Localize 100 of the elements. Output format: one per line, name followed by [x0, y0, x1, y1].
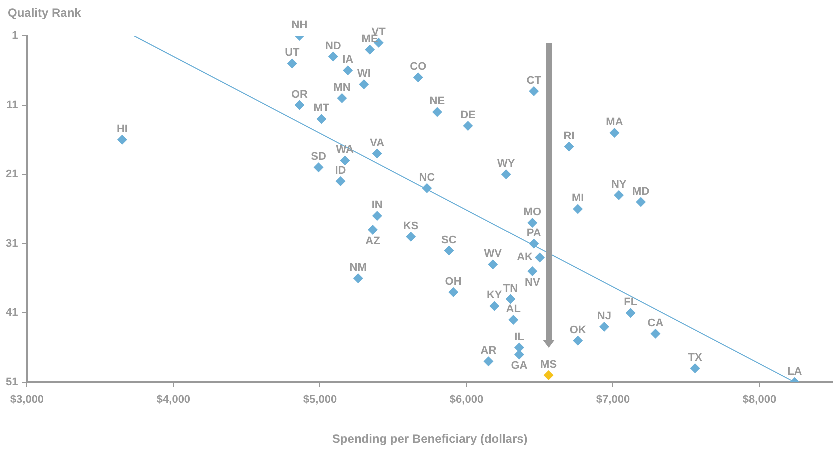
point: [506, 294, 516, 304]
point: [529, 238, 540, 249]
point: [514, 350, 524, 360]
annotation: CO: [410, 61, 428, 74]
annotation: NJ: [597, 310, 612, 323]
y-tick-label: 41: [6, 307, 18, 320]
annotation: GA: [511, 360, 528, 372]
annotation: ND: [325, 40, 342, 52]
point: [488, 260, 498, 270]
point: [528, 218, 538, 228]
point: [316, 114, 327, 124]
point: [448, 287, 459, 298]
point: [573, 336, 584, 346]
point: [353, 273, 364, 284]
point: [336, 176, 346, 186]
annotation: OR: [291, 88, 308, 101]
annotation: MN: [334, 82, 351, 94]
annotation: KS: [403, 220, 419, 232]
point: [422, 183, 432, 194]
annotation: MD: [632, 186, 650, 198]
x-tick-label: $5,000: [303, 394, 338, 406]
x-tick-label: $4,000: [156, 394, 191, 406]
annotation: HI: [116, 123, 128, 136]
annotation: NM: [350, 262, 367, 274]
annotation: LA: [788, 366, 802, 378]
point: [372, 148, 382, 159]
annotation: WY: [497, 158, 516, 170]
point: [534, 252, 545, 263]
y-axis-title: Quality Rank: [8, 6, 82, 20]
x-axis-title: Spending per Beneficiary (dollars): [332, 432, 528, 446]
annotation: OH: [445, 276, 462, 288]
point: [544, 370, 554, 380]
point: [564, 142, 574, 152]
annotation: AL: [506, 304, 522, 316]
annotation: WI: [357, 68, 371, 80]
annotation: PA: [526, 227, 542, 240]
annotation: NH: [292, 20, 308, 32]
annotation: AZ: [366, 236, 381, 248]
point: [463, 121, 474, 132]
point: [484, 356, 494, 367]
annotation: MS: [540, 359, 558, 372]
x-tick-label: $8,000: [742, 394, 777, 406]
y-tick-label: 51: [6, 376, 18, 388]
annotation: SC: [442, 234, 457, 246]
annotation: OK: [570, 324, 586, 336]
point: [599, 322, 610, 332]
annotation: TX: [688, 352, 703, 364]
point: [690, 364, 700, 374]
annotation: SD: [311, 151, 326, 164]
point: [406, 232, 416, 242]
point: [337, 93, 348, 104]
annotation: WA: [336, 144, 354, 156]
annotation: MT: [314, 102, 330, 115]
point: [294, 100, 305, 110]
point: [314, 162, 324, 173]
point: [501, 170, 512, 180]
annotation: DE: [460, 110, 476, 122]
point: [490, 301, 500, 312]
annotation: CA: [648, 317, 664, 330]
point: [528, 266, 538, 277]
point: [650, 328, 661, 339]
annotation: IA: [342, 54, 354, 66]
point: [365, 44, 376, 55]
point: [432, 107, 442, 118]
annotation: MO: [524, 206, 542, 219]
x-tick-label: $7,000: [596, 394, 630, 406]
point: [508, 315, 519, 326]
annotation: IN: [372, 200, 383, 212]
y-tick-label: 1: [12, 30, 18, 42]
point: [614, 190, 624, 200]
annotation: UT: [285, 47, 300, 60]
annotation: IL: [514, 331, 525, 344]
point: [287, 58, 298, 69]
annotation: TN: [503, 282, 518, 295]
annotation: NE: [430, 96, 446, 108]
annotation: AR: [480, 345, 497, 358]
y-tick-label: 11: [6, 99, 18, 112]
annotation: MA: [606, 116, 624, 129]
annotation: RI: [564, 130, 575, 142]
point: [444, 246, 454, 256]
point: [610, 128, 620, 138]
point: [529, 86, 540, 96]
annotation: WV: [484, 248, 503, 260]
x-tick-label: $6,000: [450, 394, 484, 406]
y-tick-label: 31: [6, 238, 18, 250]
point: [328, 52, 338, 62]
x-tick-label: $3,000: [10, 394, 44, 406]
annotation: FL: [624, 296, 638, 309]
point: [413, 72, 424, 83]
point: [573, 204, 584, 214]
annotation: KY: [486, 290, 503, 302]
point: [343, 66, 354, 76]
point: [636, 197, 646, 208]
point: [359, 79, 370, 90]
annotation: NY: [611, 178, 628, 191]
annotation: VA: [370, 137, 385, 150]
annotation: NC: [419, 172, 436, 184]
point: [626, 308, 636, 318]
point: [368, 224, 378, 235]
point: [117, 134, 128, 145]
